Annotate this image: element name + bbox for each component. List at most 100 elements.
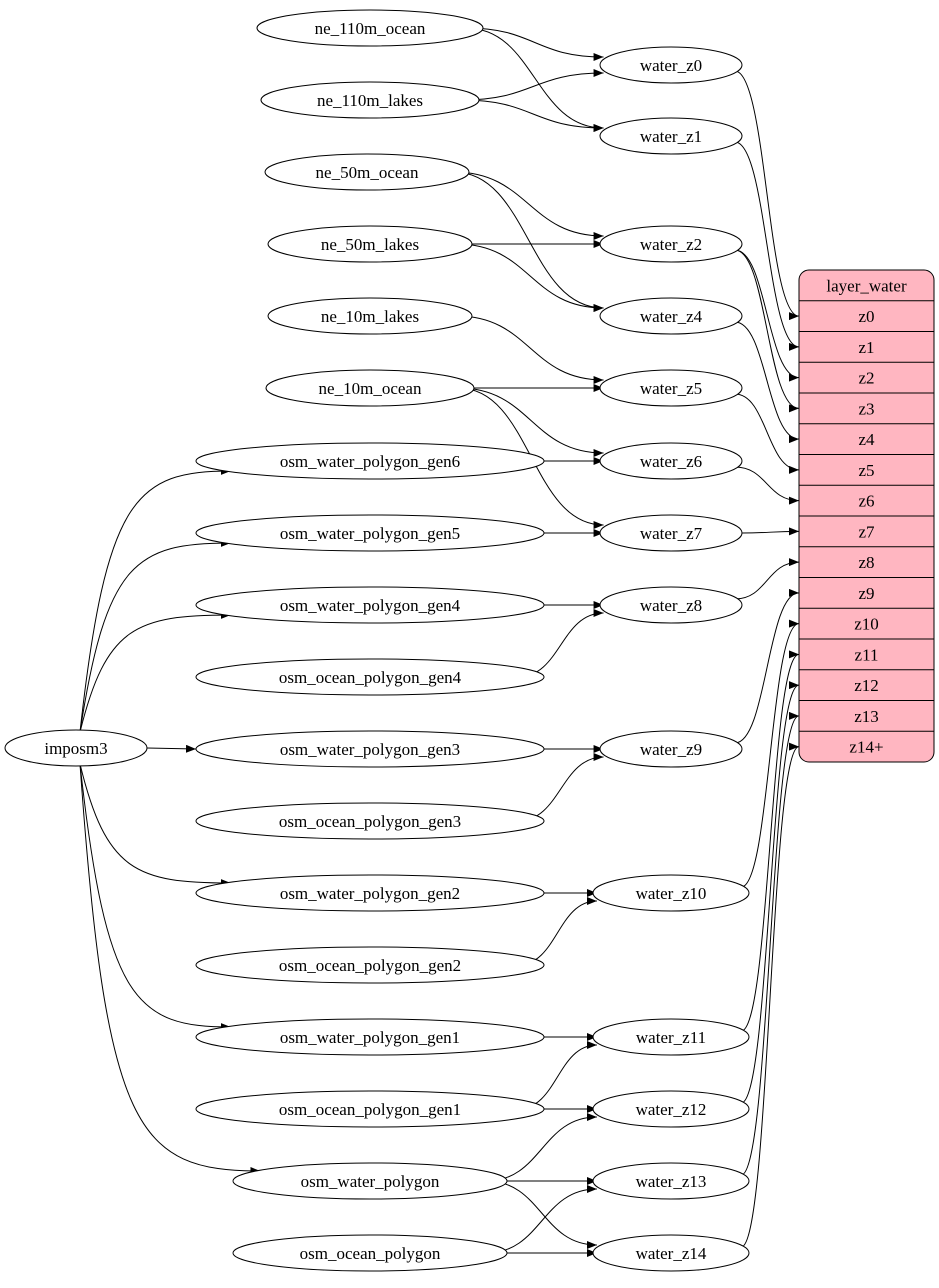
node-ellipse — [4, 729, 148, 767]
node-label: water_z14 — [636, 1244, 707, 1263]
node-water-z1[interactable]: water_z1 — [599, 117, 743, 155]
node-water-z10[interactable]: water_z10 — [592, 874, 750, 912]
node-label: water_z0 — [640, 56, 702, 75]
node-water-z6[interactable]: water_z6 — [599, 442, 743, 480]
node-osm-water-polygon-gen6[interactable]: osm_water_polygon_gen6 — [195, 442, 545, 480]
node-label: osm_water_polygon_gen1 — [280, 1028, 460, 1047]
node-water-z14[interactable]: water_z14 — [592, 1234, 750, 1272]
node-ellipse — [599, 730, 743, 768]
edge-osm_ocean_polygon_gen2-to-water_z10 — [517, 897, 597, 966]
node-ellipse — [599, 46, 743, 84]
node-label: ne_50m_ocean — [316, 163, 419, 182]
edge-water_z9-to-layer_water-z9 — [734, 588, 800, 744]
node-ne-110m-lakes[interactable]: ne_110m_lakes — [260, 81, 480, 119]
edge-osm_water_polygon-to-water_z12 — [486, 1113, 597, 1182]
node-water-z8[interactable]: water_z8 — [599, 586, 743, 624]
node-ne-10m-lakes[interactable]: ne_10m_lakes — [267, 297, 473, 335]
node-ellipse — [232, 1234, 508, 1272]
record-field-z11: z11 — [855, 645, 879, 664]
edge-ne_50m_lakes-to-water_z4 — [456, 243, 604, 312]
node-label: water_z2 — [640, 235, 702, 254]
node-label: water_z4 — [640, 307, 703, 326]
node-label: water_z5 — [640, 379, 702, 398]
edge-osm_ocean_polygon_gen3-to-water_z9 — [517, 753, 604, 822]
edge-ne_110m_lakes-to-water_z1 — [462, 99, 604, 132]
node-ellipse — [265, 369, 475, 407]
node-osm-ocean-polygon-gen1[interactable]: osm_ocean_polygon_gen1 — [195, 1090, 545, 1128]
node-ne-110m-ocean[interactable]: ne_110m_ocean — [256, 9, 484, 47]
node-ellipse — [599, 586, 743, 624]
edge-water_z4-to-layer_water-z4 — [734, 321, 800, 444]
node-osm-ocean-polygon-gen3[interactable]: osm_ocean_polygon_gen3 — [195, 802, 545, 840]
record-field-z3: z3 — [858, 399, 874, 418]
node-water-z9[interactable]: water_z9 — [599, 730, 743, 768]
edge-imposm3-to-osm_water_polygon_gen6 — [79, 467, 231, 733]
record-layer-water[interactable]: layer_water z0 z1 z2 z3 z4 z5 z6 z7 z8 z9 z10 z11 z12… — [798, 269, 935, 763]
node-ellipse — [260, 81, 480, 119]
node-ellipse — [264, 153, 470, 191]
node-label: water_z9 — [640, 740, 702, 759]
node-water-z0[interactable]: water_z0 — [599, 46, 743, 84]
node-ellipse — [195, 514, 545, 552]
node-ne-50m-ocean[interactable]: ne_50m_ocean — [264, 153, 470, 191]
node-water-z13[interactable]: water_z13 — [592, 1162, 750, 1200]
node-label: water_z7 — [640, 524, 703, 543]
node-water-z11[interactable]: water_z11 — [592, 1018, 750, 1056]
node-osm-water-polygon-gen1[interactable]: osm_water_polygon_gen1 — [195, 1018, 545, 1056]
node-ellipse — [592, 1162, 750, 1200]
node-label: osm_ocean_polygon — [300, 1244, 441, 1263]
node-osm-ocean-polygon-gen2[interactable]: osm_ocean_polygon_gen2 — [195, 946, 545, 984]
node-ne-10m-ocean[interactable]: ne_10m_ocean — [265, 369, 475, 407]
edge-water_z2-to-layer_water-z3 — [734, 249, 800, 413]
node-osm-water-polygon[interactable]: osm_water_polygon — [232, 1162, 508, 1200]
node-osm-water-polygon-gen5[interactable]: osm_water_polygon_gen5 — [195, 514, 545, 552]
edge-osm_water_polygon-to-water_z14 — [486, 1180, 597, 1249]
node-ellipse — [195, 946, 545, 984]
edge-ne_50m_ocean-to-water_z4 — [453, 171, 604, 312]
node-osm-water-polygon-gen4[interactable]: osm_water_polygon_gen4 — [195, 586, 545, 624]
node-label: water_z8 — [640, 596, 702, 615]
edge-ne_110m_ocean-to-water_z1 — [466, 27, 604, 132]
node-ne-50m-lakes[interactable]: ne_50m_lakes — [267, 225, 473, 263]
node-label: osm_water_polygon_gen6 — [280, 452, 460, 471]
node-label: water_z13 — [636, 1172, 707, 1191]
edge-water_z14-to-layer_water-z14+ — [740, 742, 800, 1248]
node-label: ne_110m_ocean — [315, 19, 426, 38]
record-field-z6: z6 — [858, 492, 874, 511]
edge-osm_ocean_polygon_gen1-to-water_z11 — [517, 1041, 597, 1110]
node-imposm3[interactable]: imposm3 — [4, 729, 148, 767]
node-label: water_z6 — [640, 452, 702, 471]
node-osm-water-polygon-gen3[interactable]: osm_water_polygon_gen3 — [195, 730, 545, 768]
node-ellipse — [232, 1162, 508, 1200]
edge-imposm3-to-osm_water_polygon_gen5 — [79, 539, 231, 733]
edge-ne_110m_ocean-to-water_z0 — [466, 27, 604, 61]
node-water-z7[interactable]: water_z7 — [599, 514, 743, 552]
edge-water_z7-to-layer_water-z7 — [741, 527, 800, 536]
node-ellipse — [592, 874, 750, 912]
node-water-z4[interactable]: water_z4 — [599, 297, 743, 335]
node-ellipse — [195, 1090, 545, 1128]
node-ellipse — [599, 225, 743, 263]
edge-water_z8-to-layer_water-z8 — [734, 558, 800, 600]
record-field-z9: z9 — [858, 584, 874, 603]
edge-ne_10m_ocean-to-water_z6 — [458, 387, 604, 457]
node-label: ne_10m_lakes — [321, 307, 419, 326]
node-ellipse — [195, 874, 545, 912]
node-label: ne_110m_lakes — [317, 91, 423, 110]
edge-osm_ocean_polygon_gen4-to-water_z8 — [517, 609, 604, 678]
edge-ne_110m_lakes-to-water_z0 — [462, 69, 604, 101]
node-water-z12[interactable]: water_z12 — [592, 1090, 750, 1128]
node-water-z2[interactable]: water_z2 — [599, 225, 743, 263]
record-field-z12: z12 — [854, 676, 879, 695]
record-field-z13: z13 — [854, 707, 879, 726]
nodes-layer: layer_water z0 z1 z2 z3 z4 z5 z6 z7 z8 z9 z10 z11 z12… — [4, 9, 935, 1272]
edge-imposm3-to-osm_water_polygon_gen1 — [79, 763, 231, 1031]
edges-layer — [79, 27, 800, 1257]
edge-imposm3-to-osm_water_polygon — [79, 763, 261, 1175]
node-osm-ocean-polygon[interactable]: osm_ocean_polygon — [232, 1234, 508, 1272]
node-osm-ocean-polygon-gen4[interactable]: osm_ocean_polygon_gen4 — [195, 658, 545, 696]
node-ellipse — [267, 297, 473, 335]
node-water-z5[interactable]: water_z5 — [599, 369, 743, 407]
node-osm-water-polygon-gen2[interactable]: osm_water_polygon_gen2 — [195, 874, 545, 912]
